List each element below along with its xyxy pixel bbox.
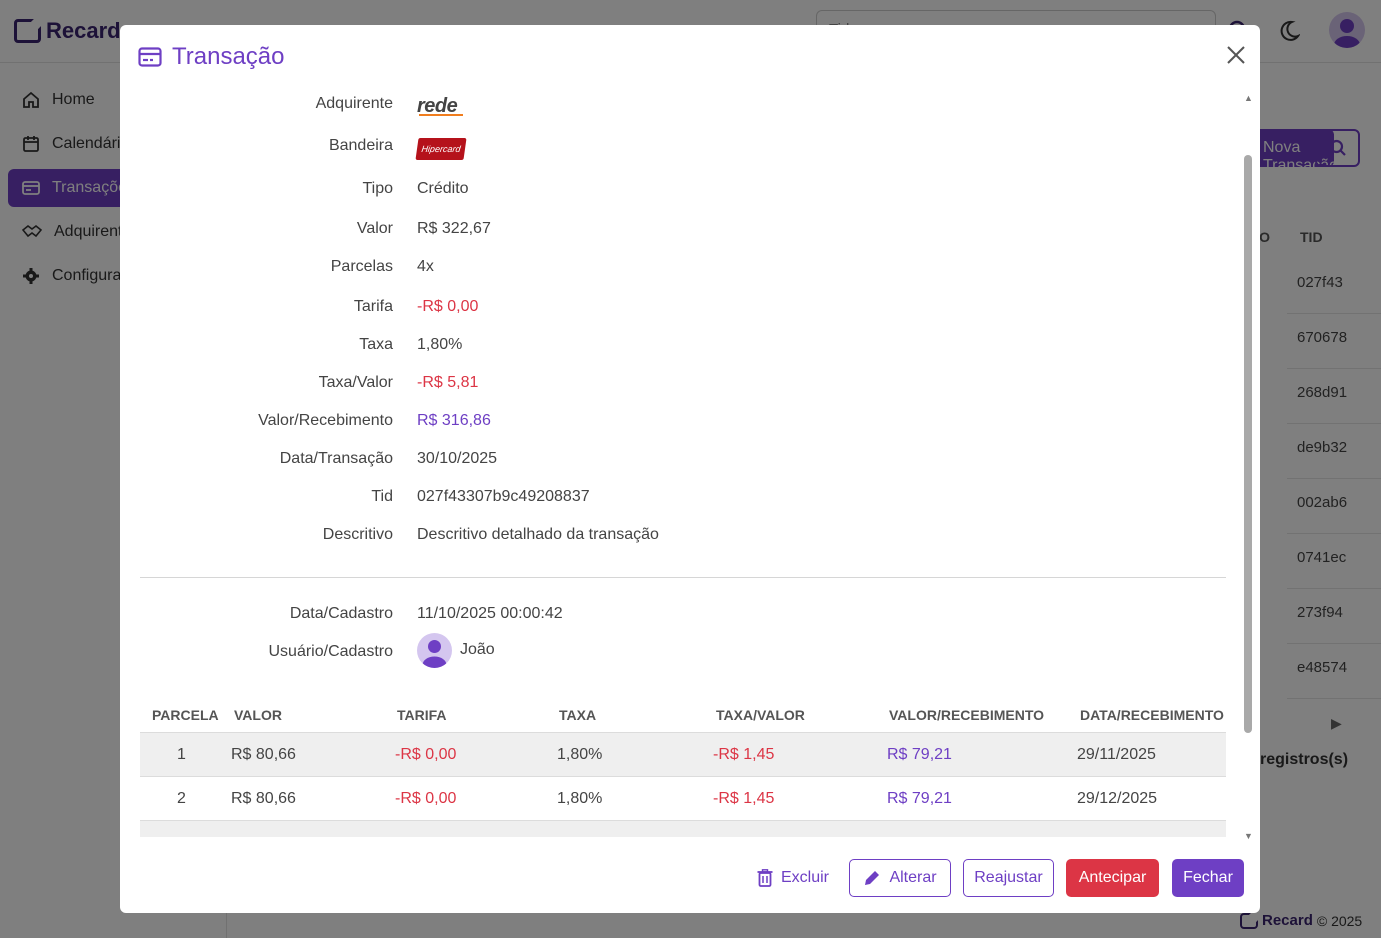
cell-valor-recebimento: R$ 79,21 xyxy=(887,790,952,807)
field-value: 027f43307b9c49208837 xyxy=(417,488,590,505)
field-parcelas: Parcelas 4x xyxy=(140,258,1226,282)
card-icon xyxy=(138,47,162,67)
field-tid: Tid 027f43307b9c49208837 xyxy=(140,488,1226,512)
column-header[interactable]: PARCELA xyxy=(152,707,219,723)
transaction-modal: Transação Adquirente rede Bandeira Hiper… xyxy=(120,25,1260,913)
field-tipo: Tipo Crédito xyxy=(140,180,1226,204)
field-value: R$ 322,67 xyxy=(417,220,491,237)
field-usuario-cadastro: Usuário/Cadastro xyxy=(140,643,1226,667)
close-icon xyxy=(1227,46,1245,64)
user-name: João xyxy=(460,641,495,658)
anticipate-button[interactable]: Antecipar xyxy=(1066,859,1159,897)
close-modal-button[interactable]: Fechar xyxy=(1172,859,1244,897)
scroll-down-icon[interactable]: ▼ xyxy=(1244,831,1253,841)
avatar xyxy=(417,633,452,668)
column-header[interactable]: TAXA xyxy=(559,707,597,723)
field-value: Descritivo detalhado da transação xyxy=(417,526,659,543)
field-value: 11/10/2025 00:00:42 xyxy=(417,605,563,622)
cell-valor-recebimento: R$ 79,21 xyxy=(887,746,952,763)
field-label: Adquirente xyxy=(315,95,393,112)
cell-parcela: 2 xyxy=(177,790,186,807)
divider xyxy=(140,577,1226,578)
column-header[interactable]: VALOR/RECEBIMENTO xyxy=(889,707,1045,723)
field-valor: Valor R$ 322,67 xyxy=(140,220,1226,244)
edit-label: Alterar xyxy=(889,869,937,886)
modal-body[interactable]: Adquirente rede Bandeira Hipercard Tipo … xyxy=(140,91,1226,837)
modal-title: Transação xyxy=(138,43,285,71)
hipercard-logo: Hipercard xyxy=(415,138,467,160)
column-header[interactable]: TAXA/VALOR xyxy=(716,707,805,723)
field-value: -R$ 5,81 xyxy=(417,374,479,391)
field-data-cadastro: Data/Cadastro 11/10/2025 00:00:42 xyxy=(140,605,1226,629)
field-data-transacao: Data/Transação 30/10/2025 xyxy=(140,450,1226,474)
field-adquirente: Adquirente rede xyxy=(140,95,1226,119)
table-row[interactable]: 1 R$ 80,66 -R$ 0,00 1,80% -R$ 1,45 R$ 79… xyxy=(140,732,1226,776)
cell-taxa-valor: -R$ 1,45 xyxy=(713,790,775,807)
anticipate-label: Antecipar xyxy=(1078,869,1147,886)
field-descritivo: Descritivo Descritivo detalhado da trans… xyxy=(140,526,1226,550)
rede-logo: rede xyxy=(417,95,464,117)
delete-label: Excluir xyxy=(780,869,829,886)
column-header[interactable]: TARIFA xyxy=(397,707,447,723)
field-label: Usuário/Cadastro xyxy=(268,643,394,660)
table-row[interactable] xyxy=(140,820,1226,837)
cell-valor: R$ 80,66 xyxy=(231,790,296,807)
field-label: Data/Cadastro xyxy=(289,605,393,622)
delete-button[interactable]: Excluir xyxy=(756,859,830,897)
field-label: Data/Transação xyxy=(279,450,393,467)
field-label: Descritivo xyxy=(322,526,393,543)
edit-button[interactable]: Alterar xyxy=(849,859,951,897)
field-label: Taxa/Valor xyxy=(318,374,393,391)
field-value: 1,80% xyxy=(417,336,463,353)
cell-parcela: 1 xyxy=(177,746,186,763)
field-value: R$ 316,86 xyxy=(417,412,491,429)
cell-valor: R$ 80,66 xyxy=(231,746,296,763)
close-button[interactable] xyxy=(1224,43,1248,67)
scrollbar-thumb[interactable] xyxy=(1244,155,1252,733)
column-header[interactable]: DATA/RECEBIMENTO xyxy=(1080,707,1224,723)
field-label: Tarifa xyxy=(353,298,393,315)
cell-taxa: 1,80% xyxy=(557,790,603,807)
modal-title-text: Transação xyxy=(172,43,285,70)
field-value: 30/10/2025 xyxy=(417,450,498,467)
trash-icon xyxy=(757,869,773,887)
field-value: -R$ 0,00 xyxy=(417,298,479,315)
cell-data-recebimento: 29/11/2025 xyxy=(1077,746,1156,763)
field-value: Crédito xyxy=(417,180,469,197)
field-tarifa: Tarifa -R$ 0,00 xyxy=(140,298,1226,322)
cell-tarifa: -R$ 0,00 xyxy=(395,746,457,763)
field-label: Tipo xyxy=(362,180,393,197)
scroll-up-icon[interactable]: ▲ xyxy=(1244,93,1253,103)
field-valor-recebimento: Valor/Recebimento R$ 316,86 xyxy=(140,412,1226,436)
readjust-label: Reajustar xyxy=(974,869,1043,886)
cell-tarifa: -R$ 0,00 xyxy=(395,790,457,807)
modal-scrollbar[interactable]: ▲ ▼ xyxy=(1242,91,1254,841)
field-taxa: Taxa 1,80% xyxy=(140,336,1226,360)
field-value: 4x xyxy=(417,258,434,275)
field-taxa-valor: Taxa/Valor -R$ 5,81 xyxy=(140,374,1226,398)
field-label: Bandeira xyxy=(328,137,393,154)
field-label: Parcelas xyxy=(330,258,393,275)
field-label: Taxa xyxy=(359,336,393,353)
field-label: Valor/Recebimento xyxy=(258,412,393,429)
cell-taxa: 1,80% xyxy=(557,746,603,763)
cell-data-recebimento: 29/12/2025 xyxy=(1077,790,1158,807)
cell-taxa-valor: -R$ 1,45 xyxy=(713,746,775,763)
field-bandeira: Bandeira Hipercard xyxy=(140,137,1226,161)
pencil-icon xyxy=(865,871,880,885)
field-label: Tid xyxy=(371,488,393,505)
column-header[interactable]: VALOR xyxy=(234,707,282,723)
field-label: Valor xyxy=(356,220,393,237)
table-row[interactable]: 2 R$ 80,66 -R$ 0,00 1,80% -R$ 1,45 R$ 79… xyxy=(140,776,1226,820)
close-modal-label: Fechar xyxy=(1183,869,1233,886)
readjust-button[interactable]: Reajustar xyxy=(963,859,1054,897)
